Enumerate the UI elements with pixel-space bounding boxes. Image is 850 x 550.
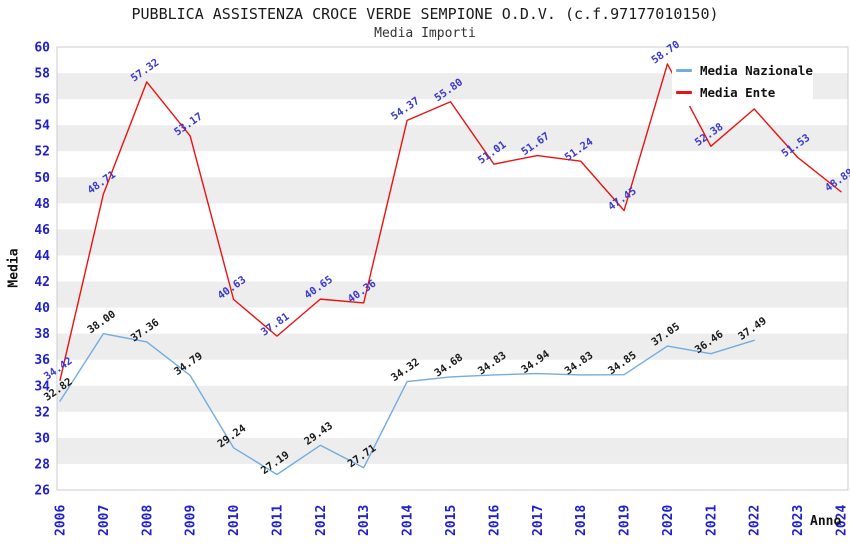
- x-tick-label: 2010: [227, 505, 242, 536]
- y-tick-label: 52: [34, 145, 50, 160]
- x-tick-label: 2020: [661, 505, 676, 536]
- x-tick-label: 2011: [270, 505, 285, 536]
- grid-band: [57, 385, 848, 412]
- x-tick-label: 2015: [444, 505, 459, 536]
- x-tick-label: 2019: [618, 505, 633, 536]
- x-tick-label: 2006: [54, 505, 69, 536]
- chart-title: PUBBLICA ASSISTENZA CROCE VERDE SEMPIONE…: [131, 5, 719, 23]
- legend-item-label: Media Nazionale: [700, 63, 813, 78]
- y-tick-label: 44: [34, 249, 50, 264]
- y-tick-label: 28: [34, 457, 50, 472]
- y-tick-label: 42: [34, 275, 50, 290]
- legend-item-label: Media Ente: [700, 85, 776, 100]
- series-line-media-nazionale: [59, 332, 755, 476]
- x-tick-label: 2013: [357, 505, 372, 536]
- x-axis-title: Anno: [810, 514, 842, 529]
- y-tick-label: 30: [34, 431, 50, 446]
- x-tick-label: 2023: [791, 505, 806, 536]
- y-tick-label: 46: [34, 223, 50, 238]
- legend-item-media-ente: Media Ente: [676, 84, 813, 102]
- x-tick-label: 2018: [574, 505, 589, 536]
- y-tick-label: 50: [34, 171, 50, 186]
- legend: Media Nazionale Media Ente: [672, 57, 813, 106]
- x-tick-label: 2014: [401, 505, 416, 536]
- y-tick-label: 38: [34, 327, 50, 342]
- plot-border: [56, 46, 849, 491]
- grid-band: [57, 229, 848, 256]
- x-tick-label: 2024: [835, 505, 850, 536]
- y-tick-label: 36: [34, 353, 50, 368]
- y-tick-label: 40: [34, 301, 50, 316]
- y-tick-label: 60: [34, 41, 50, 56]
- y-tick-label: 54: [34, 119, 50, 134]
- x-tick-label: 2012: [314, 505, 329, 536]
- y-tick-label: 34: [34, 379, 50, 394]
- series-line-media-ente: [59, 63, 842, 381]
- x-tick-label: 2016: [487, 505, 502, 536]
- y-tick-label: 56: [34, 93, 50, 108]
- y-tick-label: 26: [34, 484, 50, 499]
- x-tick-label: 2008: [140, 505, 155, 536]
- y-tick-label: 32: [34, 405, 50, 420]
- legend-swatch-red: [676, 91, 692, 94]
- x-tick-label: 2022: [748, 505, 763, 536]
- legend-item-media-nazionale: Media Nazionale: [676, 62, 813, 80]
- data-point-label: 38.00: [85, 308, 118, 336]
- grid-band: [57, 177, 848, 204]
- y-tick-label: 58: [34, 67, 50, 82]
- grid-band: [57, 333, 848, 360]
- grid-band: [57, 125, 848, 152]
- grid-band: [57, 281, 848, 308]
- legend-swatch-blue: [676, 69, 692, 72]
- y-tick-label: 48: [34, 197, 50, 212]
- x-tick-label: 2017: [531, 505, 546, 536]
- chart-subtitle: Media Importi: [374, 26, 476, 41]
- grid-band: [57, 437, 848, 464]
- x-tick-label: 2007: [97, 505, 112, 536]
- x-tick-label: 2009: [184, 505, 199, 536]
- x-tick-label: 2021: [704, 505, 719, 536]
